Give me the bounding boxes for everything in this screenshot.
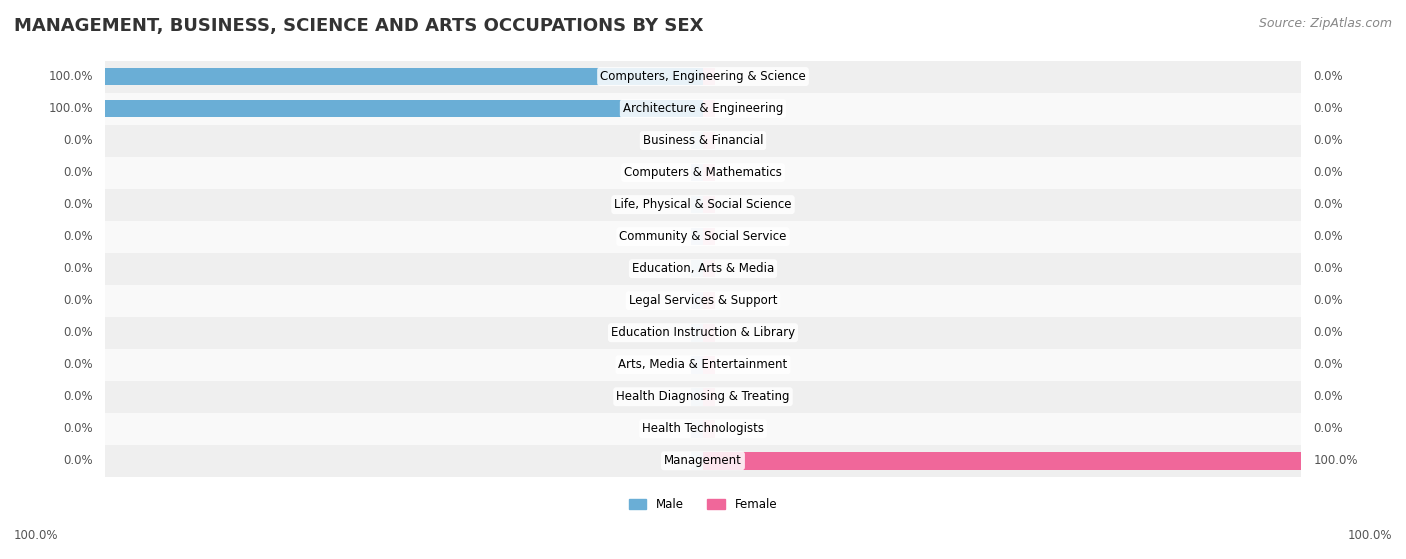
Bar [104, 349, 1302, 381]
Bar [104, 188, 1302, 221]
Bar [104, 381, 1302, 413]
Bar [703, 260, 716, 277]
Text: Education, Arts & Media: Education, Arts & Media [631, 262, 775, 275]
Bar [703, 100, 716, 117]
Text: 0.0%: 0.0% [1313, 326, 1343, 339]
Bar [690, 420, 703, 438]
Bar [690, 164, 703, 182]
Bar [703, 292, 716, 310]
Bar [104, 157, 1302, 188]
Bar [703, 164, 716, 182]
Bar [703, 228, 716, 245]
Text: 0.0%: 0.0% [1313, 358, 1343, 371]
Bar [703, 356, 716, 373]
Text: 0.0%: 0.0% [1313, 230, 1343, 243]
Text: 0.0%: 0.0% [1313, 262, 1343, 275]
Bar [690, 260, 703, 277]
Text: 0.0%: 0.0% [1313, 390, 1343, 403]
Bar [104, 100, 703, 117]
Text: 0.0%: 0.0% [1313, 166, 1343, 179]
Text: Architecture & Engineering: Architecture & Engineering [623, 102, 783, 115]
Bar [690, 228, 703, 245]
Text: Computers, Engineering & Science: Computers, Engineering & Science [600, 70, 806, 83]
Bar [690, 356, 703, 373]
Bar [703, 452, 1302, 470]
Text: 0.0%: 0.0% [1313, 294, 1343, 307]
Text: Computers & Mathematics: Computers & Mathematics [624, 166, 782, 179]
Bar [703, 388, 716, 406]
Bar [703, 132, 716, 149]
Bar [690, 452, 703, 470]
Bar [703, 420, 716, 438]
Bar [104, 413, 1302, 445]
Bar [690, 132, 703, 149]
Text: 0.0%: 0.0% [63, 294, 93, 307]
Bar [703, 324, 716, 342]
Text: Legal Services & Support: Legal Services & Support [628, 294, 778, 307]
Bar [104, 253, 1302, 285]
Bar [104, 68, 703, 86]
Text: 0.0%: 0.0% [63, 358, 93, 371]
Text: 100.0%: 100.0% [48, 102, 93, 115]
Text: 0.0%: 0.0% [63, 230, 93, 243]
Bar [104, 125, 1302, 157]
Bar [690, 324, 703, 342]
Bar [690, 388, 703, 406]
Text: 100.0%: 100.0% [14, 529, 59, 542]
Bar [104, 60, 1302, 93]
Text: 0.0%: 0.0% [1313, 198, 1343, 211]
Legend: Male, Female: Male, Female [624, 494, 782, 516]
Text: 0.0%: 0.0% [1313, 70, 1343, 83]
Text: Management: Management [664, 454, 742, 467]
Bar [104, 221, 1302, 253]
Bar [690, 196, 703, 214]
Text: 100.0%: 100.0% [1313, 454, 1358, 467]
Bar [703, 68, 716, 86]
Bar [690, 292, 703, 310]
Text: Health Diagnosing & Treating: Health Diagnosing & Treating [616, 390, 790, 403]
Text: 0.0%: 0.0% [1313, 134, 1343, 147]
Text: Community & Social Service: Community & Social Service [619, 230, 787, 243]
Text: 100.0%: 100.0% [1347, 529, 1392, 542]
Text: 0.0%: 0.0% [63, 166, 93, 179]
Text: MANAGEMENT, BUSINESS, SCIENCE AND ARTS OCCUPATIONS BY SEX: MANAGEMENT, BUSINESS, SCIENCE AND ARTS O… [14, 17, 703, 35]
Bar [104, 285, 1302, 317]
Bar [703, 196, 716, 214]
Text: Source: ZipAtlas.com: Source: ZipAtlas.com [1258, 17, 1392, 30]
Text: 100.0%: 100.0% [48, 70, 93, 83]
Text: Business & Financial: Business & Financial [643, 134, 763, 147]
Text: 0.0%: 0.0% [63, 262, 93, 275]
Text: Life, Physical & Social Science: Life, Physical & Social Science [614, 198, 792, 211]
Text: Arts, Media & Entertainment: Arts, Media & Entertainment [619, 358, 787, 371]
Text: 0.0%: 0.0% [63, 422, 93, 435]
Bar [104, 317, 1302, 349]
Text: 0.0%: 0.0% [63, 198, 93, 211]
Text: 0.0%: 0.0% [63, 134, 93, 147]
Text: 0.0%: 0.0% [63, 390, 93, 403]
Bar [104, 93, 1302, 125]
Text: Health Technologists: Health Technologists [643, 422, 763, 435]
Bar [104, 445, 1302, 477]
Text: 0.0%: 0.0% [1313, 102, 1343, 115]
Text: Education Instruction & Library: Education Instruction & Library [612, 326, 794, 339]
Text: 0.0%: 0.0% [63, 454, 93, 467]
Text: 0.0%: 0.0% [1313, 422, 1343, 435]
Text: 0.0%: 0.0% [63, 326, 93, 339]
